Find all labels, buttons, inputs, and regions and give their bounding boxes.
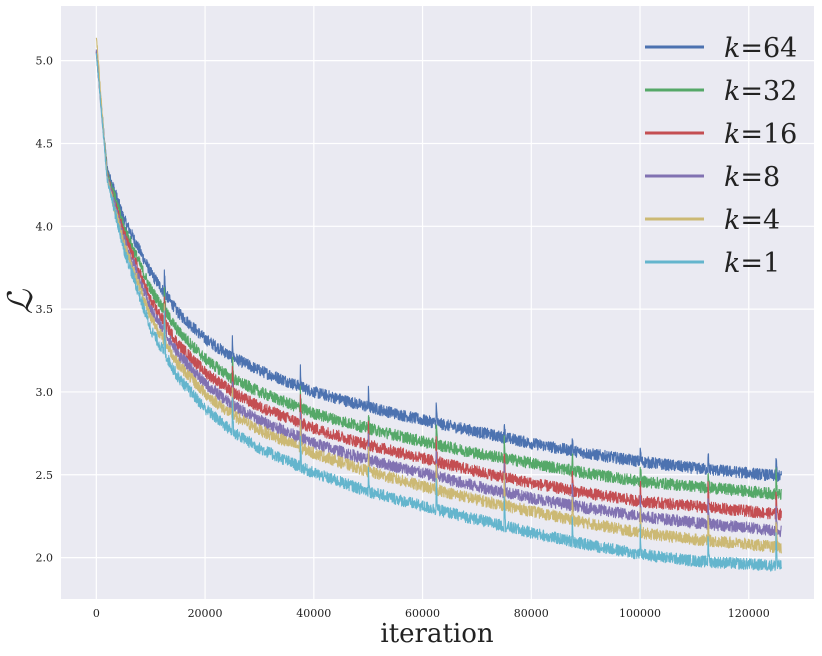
legend-entry-k64: k=64 (645, 33, 797, 64)
y-tick-label: 5.0 (36, 55, 54, 68)
legend: k=64 k=32 k=16 k=8 k=4 k=1 (645, 33, 797, 279)
y-tick-labels: 2.0 2.5 3.0 3.5 4.0 4.5 5.0 (36, 55, 54, 565)
x-tick-label: 40000 (296, 607, 331, 620)
series-line-k8 (95, 49, 782, 538)
y-tick-label: 2.0 (36, 552, 54, 565)
legend-label: k=32 (724, 76, 797, 107)
legend-label: k=8 (724, 162, 780, 193)
series-line-k4 (95, 37, 782, 554)
x-axis-label: iteration (380, 619, 493, 649)
y-tick-label: 4.0 (36, 220, 54, 233)
x-tick-label: 120000 (728, 607, 770, 620)
x-tick-label: 60000 (405, 607, 440, 620)
legend-label: k=4 (724, 205, 780, 236)
y-tick-label: 2.5 (36, 469, 54, 482)
series-line-k32 (95, 52, 782, 500)
y-tick-label: 3.5 (36, 303, 54, 316)
y-tick-label: 3.0 (36, 386, 54, 399)
x-tick-label: 80000 (514, 607, 549, 620)
legend-entry-k1: k=1 (645, 248, 780, 279)
legend-label: k=16 (724, 119, 797, 150)
y-tick-label: 4.5 (36, 137, 54, 150)
y-axis-label: ℒ (1, 288, 41, 314)
legend-label: k=64 (724, 33, 797, 64)
x-tick-labels: 0 20000 40000 60000 80000 100000 120000 (93, 607, 770, 620)
series-line-k1 (95, 53, 782, 572)
legend-entry-k32: k=32 (645, 76, 797, 107)
series-line-k64 (95, 51, 782, 482)
legend-entry-k4: k=4 (645, 205, 780, 236)
legend-label: k=1 (724, 248, 780, 279)
x-tick-label: 100000 (619, 607, 661, 620)
series-line-k16 (95, 51, 782, 521)
legend-entry-k16: k=16 (645, 119, 797, 150)
series-group (95, 37, 782, 572)
x-tick-label: 0 (93, 607, 100, 620)
x-tick-label: 20000 (188, 607, 223, 620)
legend-entry-k8: k=8 (645, 162, 780, 193)
grid (61, 6, 814, 599)
